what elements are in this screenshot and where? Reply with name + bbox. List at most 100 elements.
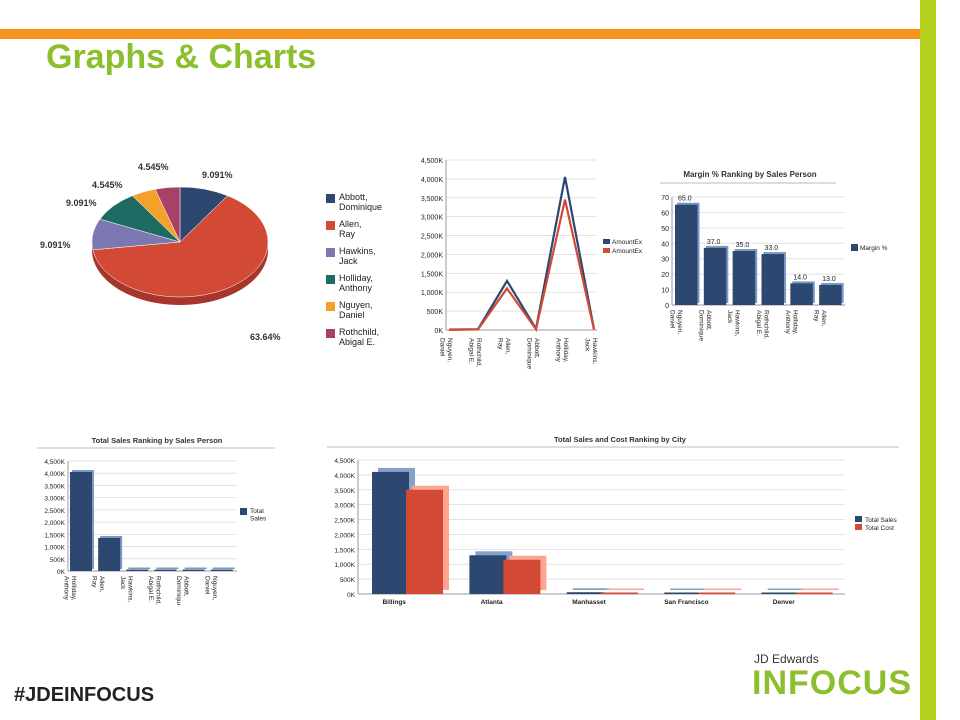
city-bar	[795, 592, 833, 594]
city-y-tick-label: 1,500K	[334, 547, 355, 554]
svg-text:Nguyen,Daniel: Nguyen,Daniel	[669, 310, 684, 334]
sales-y-tick-label: 2,000K	[44, 520, 65, 527]
sales-legend-label: Total Sales	[250, 508, 267, 523]
city-legend-label: Total Sales	[865, 517, 898, 524]
city-bar-depth	[767, 588, 805, 590]
margin-data-label: 35.0	[736, 242, 750, 249]
sales-x-tick-label: Hawkins,Jack	[119, 576, 134, 603]
svg-text:Rothchild,Abigal E.: Rothchild,Abigal E.	[755, 310, 770, 339]
sales-bar	[98, 538, 121, 571]
svg-text:Allen,Ray: Allen,Ray	[813, 310, 828, 326]
sales-bar	[154, 569, 177, 571]
svg-text:Holliday,Anthony: Holliday,Anthony	[784, 310, 799, 335]
svg-text:Hawkins,Jack: Hawkins,Jack	[584, 338, 599, 365]
line-y-tick-label: 1,500K	[421, 271, 444, 278]
pie-legend-swatch	[326, 329, 335, 338]
city-bar-depth	[801, 588, 839, 590]
sales-y-tick-label: 1,000K	[44, 545, 65, 552]
margin-bar	[703, 247, 727, 305]
svg-text:Rothchild,Abigal E.: Rothchild,Abigal E.	[468, 338, 483, 367]
pie-legend-swatch	[326, 302, 335, 311]
sales-bar-depth	[156, 567, 179, 569]
line-x-tick-label: Abbott,Dominique	[526, 338, 541, 369]
sales-bar-depth	[128, 567, 151, 569]
city-bar	[664, 592, 702, 594]
line-legend-label: AmountEx	[612, 248, 643, 255]
brand-infocus-logo: INFOCUS	[752, 664, 912, 702]
pie-legend-swatch	[326, 194, 335, 203]
pie-slice-label: 9.091%	[66, 198, 97, 208]
sales-x-tick-label: Holliday,Anthony	[63, 576, 78, 601]
city-y-tick-label: 2,000K	[334, 532, 355, 539]
hashtag: #JDEINFOCUS	[14, 684, 155, 706]
margin-bar	[819, 284, 842, 305]
line-legend-swatch	[603, 248, 610, 253]
line-y-tick-label: 500K	[427, 309, 444, 316]
svg-text:Rothchild,Abigal E.: Rothchild,Abigal E.	[147, 576, 162, 605]
pie-legend-label: Hawkins, Jack	[339, 246, 376, 266]
sales-y-tick-label: 1,500K	[44, 532, 65, 539]
line-legend-swatch	[603, 239, 610, 244]
pie-slice	[154, 186, 181, 243]
sales-x-tick-label: Nguyen,Daniel	[203, 576, 218, 600]
line-x-tick-label: Hawkins,Jack	[584, 338, 599, 365]
margin-bar	[732, 251, 756, 305]
city-bar	[469, 555, 507, 594]
pie-legend-swatch	[326, 221, 335, 230]
line-y-tick-label: 4,000K	[421, 177, 444, 184]
right-green-stripe	[920, 0, 936, 720]
city-bar	[761, 592, 799, 594]
city-y-tick-label: 4,500K	[334, 458, 355, 465]
sales-y-tick-label: 2,500K	[44, 508, 65, 515]
svg-text:Abbott,Dominique: Abbott,Dominique	[697, 310, 712, 341]
city-legend-swatch	[855, 516, 862, 522]
margin-x-tick-label: Allen,Ray	[813, 310, 828, 326]
svg-text:Abbott,Dominique: Abbott,Dominique	[175, 576, 190, 605]
pie-legend-label: Holliday, Anthony	[339, 273, 373, 293]
line-y-tick-label: 0K	[434, 328, 443, 335]
line-x-tick-label: Nguyen,Daniel	[439, 338, 454, 362]
city-bar	[503, 559, 541, 594]
margin-y-tick-label: 30	[661, 257, 669, 264]
svg-text:Hawkins,Jack: Hawkins,Jack	[119, 576, 134, 603]
pie-legend-label: Allen, Ray	[339, 219, 362, 239]
city-bar-depth	[704, 588, 742, 590]
line-x-tick-label: Holliday,Anthony	[555, 338, 570, 363]
city-y-tick-label: 3,000K	[334, 503, 355, 510]
city-y-tick-label: 1,000K	[334, 562, 355, 569]
city-y-tick-label: 4,000K	[334, 473, 355, 480]
city-x-tick-label: Billings	[382, 599, 406, 606]
line-y-tick-label: 3,000K	[421, 215, 444, 222]
sales-y-tick-label: 500K	[50, 557, 66, 564]
margin-y-tick-label: 0	[665, 303, 669, 310]
margin-bar	[790, 283, 813, 305]
line-series	[448, 176, 596, 332]
margin-data-label: 13.0	[822, 276, 836, 283]
sales-x-tick-label: Rothchild,Abigal E.	[147, 576, 162, 605]
city-bar	[372, 471, 410, 594]
sales-ranking-chart: Total Sales Ranking by Sales Person 0K 500…	[37, 436, 275, 605]
margin-y-tick-label: 60	[661, 210, 669, 217]
line-x-tick-label: Rothchild,Abigal E.	[468, 338, 483, 367]
svg-text:Holliday,Anthony: Holliday,Anthony	[63, 576, 78, 601]
pie-legend-label: Nguyen, Daniel	[339, 300, 373, 320]
margin-x-tick-label: Holliday,Anthony	[784, 310, 799, 335]
margin-legend-label: Margin %	[860, 245, 888, 252]
svg-text:Abbott,Dominique: Abbott,Dominique	[526, 338, 541, 369]
line-y-tick-label: 4,500K	[421, 158, 444, 165]
brand-jd-edwards: JD Edwards	[754, 652, 819, 666]
sales-chart-title: Total Sales Ranking by Sales Person	[92, 436, 223, 445]
sales-y-tick-label: 3,500K	[44, 483, 65, 490]
margin-y-tick-label: 40	[661, 241, 669, 248]
margin-y-tick-label: 50	[661, 226, 669, 233]
sales-x-tick-label: Abbott,Dominique	[175, 576, 190, 605]
margin-data-label: 33.0	[765, 245, 779, 252]
margin-y-tick-label: 20	[661, 272, 669, 279]
city-bar	[600, 592, 638, 594]
city-y-tick-label: 3,500K	[334, 488, 355, 495]
margin-x-tick-label: Nguyen,Daniel	[669, 310, 684, 334]
line-y-tick-label: 1,000K	[421, 290, 444, 297]
city-bar	[406, 489, 444, 594]
svg-text:Nguyen,Daniel: Nguyen,Daniel	[439, 338, 454, 362]
pie-slice-label: 9.091%	[202, 170, 233, 180]
